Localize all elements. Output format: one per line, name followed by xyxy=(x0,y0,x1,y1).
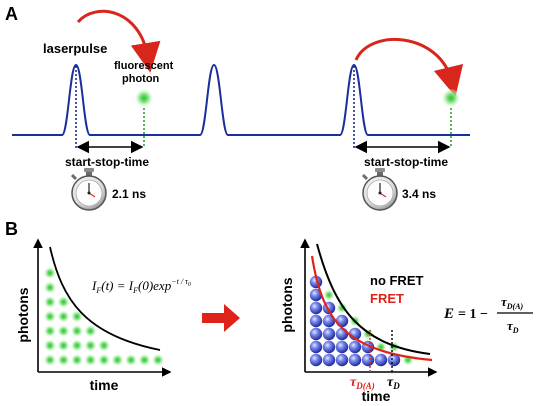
green-photon-icon xyxy=(44,281,56,294)
green-photon-icon xyxy=(57,296,70,308)
green-photon-icon xyxy=(135,89,153,107)
green-photon-icon xyxy=(57,310,70,323)
efficiency-lhs: E xyxy=(443,306,454,322)
red-right-arrow-icon xyxy=(202,304,240,332)
green-photon-icon xyxy=(71,339,83,352)
green-photon-icon xyxy=(323,289,335,301)
left-x-label: time xyxy=(90,377,119,393)
blue-photon-icon xyxy=(387,353,401,367)
green-photon-icon xyxy=(44,325,56,337)
svg-text:IF(t) = IF(0)exp−t / τ0: IF(t) = IF(0)exp−t / τ0 xyxy=(91,277,191,295)
left-y-label: photons xyxy=(15,287,31,342)
fluorescent-label: fluorescent xyxy=(114,60,174,72)
green-photon-icon xyxy=(111,354,124,366)
green-photon-icon xyxy=(71,310,83,323)
efficiency-numerator: τD(A) xyxy=(501,294,524,311)
left-photon-histogram xyxy=(44,267,164,366)
blue-photon-icon xyxy=(335,340,349,354)
blue-photon-icon xyxy=(322,353,336,367)
blue-photon-icon xyxy=(309,353,323,367)
blue-photon-icon xyxy=(348,353,362,367)
green-photon-icon xyxy=(71,325,83,337)
blue-photon-icon xyxy=(309,327,323,341)
blue-photon-icon xyxy=(309,288,323,302)
blue-photon-icon xyxy=(348,340,362,354)
left-decay-plot: photons time xyxy=(15,238,172,393)
green-photon-icon xyxy=(44,354,56,366)
measured-time: 2.1 ns xyxy=(112,187,146,201)
green-photon-icon xyxy=(442,89,460,107)
stopwatch-icon xyxy=(70,168,107,211)
green-photon-icon xyxy=(44,267,56,279)
blue-photon-icon xyxy=(335,353,349,367)
blue-photon-icon xyxy=(374,353,388,367)
green-photon-icon xyxy=(336,302,348,314)
blue-photon-icon xyxy=(335,314,349,328)
panel-a-label: A xyxy=(5,4,18,24)
blue-photon-icon xyxy=(309,340,323,354)
photon-label: photon xyxy=(122,73,160,85)
blue-photon-icon xyxy=(322,314,336,328)
right-y-label: photons xyxy=(279,277,295,332)
red-arrow-icon xyxy=(354,38,464,97)
pulse-trace xyxy=(12,63,470,136)
green-photon-icon xyxy=(84,354,97,366)
right-x-label: time xyxy=(362,388,391,404)
start-stop-label: start-stop-time xyxy=(364,155,448,169)
blue-photon-icon xyxy=(309,301,323,315)
green-photon-icon xyxy=(152,354,164,366)
blue-photon-icon xyxy=(361,353,375,367)
blue-photon-icon xyxy=(309,314,323,328)
right-decay-plot: photons time no FRET FRET τD(A) τD xyxy=(279,238,438,404)
efficiency-denominator: τD xyxy=(507,318,519,335)
green-photon-icon xyxy=(98,354,110,366)
blue-photon-icon xyxy=(322,340,336,354)
decay-equation: IF(t) = IF(0)exp−t / τ0 xyxy=(91,277,191,295)
green-photon-icon xyxy=(84,339,97,352)
blue-photon-icon xyxy=(335,327,349,341)
laserpulse-label: laserpulse xyxy=(43,41,107,56)
efficiency-equals: = 1 − xyxy=(458,307,488,322)
right-photon-histogram xyxy=(309,275,414,367)
green-photon-icon xyxy=(125,354,137,366)
blue-photon-icon xyxy=(322,327,336,341)
no-fret-curve xyxy=(316,243,431,355)
green-photon-icon xyxy=(44,339,56,352)
green-photon-icon xyxy=(138,354,151,366)
green-photon-icon xyxy=(84,325,97,337)
measured-time: 3.4 ns xyxy=(402,187,436,201)
legend-fret: FRET xyxy=(370,291,404,306)
tau-da-label: τD(A) xyxy=(350,375,375,391)
green-photon-icon xyxy=(57,325,70,337)
stopwatch-icon xyxy=(361,168,398,211)
green-photon-icon xyxy=(57,354,70,366)
fret-curve xyxy=(310,255,433,362)
green-photon-icon xyxy=(44,310,56,323)
green-photon-icon xyxy=(44,296,56,308)
green-photon-icon xyxy=(71,354,83,366)
green-photon-icon xyxy=(57,339,70,352)
start-stop-label: start-stop-time xyxy=(65,155,149,169)
tau-d-label: τD xyxy=(387,375,400,391)
green-photon-icon xyxy=(98,339,110,352)
panel-b-label: B xyxy=(5,219,18,239)
legend-no-fret: no FRET xyxy=(370,273,423,288)
left-decay-curve xyxy=(49,246,161,351)
red-arrow-icon xyxy=(76,9,161,73)
fret-efficiency-equation: E = 1 − τD(A) τD xyxy=(443,294,533,335)
